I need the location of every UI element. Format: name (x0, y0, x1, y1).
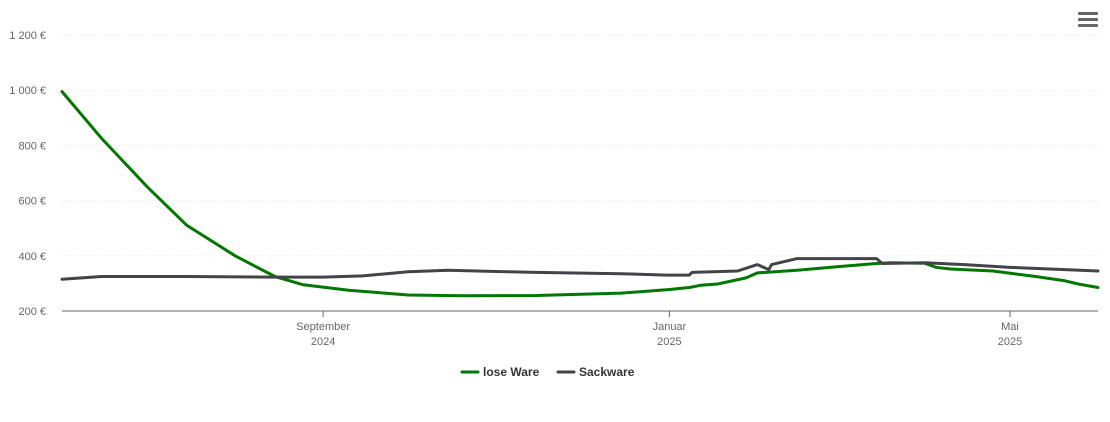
legend[interactable]: lose Ware Sackware (460, 365, 635, 379)
hamburger-menu-icon[interactable] (1078, 12, 1098, 30)
x-tick-year: 2025 (998, 336, 1022, 348)
x-tick-year: 2025 (657, 336, 681, 348)
x-tick-label: Januar (653, 321, 687, 333)
legend-item-label[interactable]: Sackware (579, 365, 635, 379)
x-axis: September 2024 Januar 2025 Mai 2025 (62, 310, 1098, 348)
grid-layer (62, 34, 1098, 257)
y-tick-label: 400 € (18, 251, 46, 263)
x-tick-label: Mai (1001, 321, 1019, 333)
y-tick-label: 1 200 € (9, 30, 46, 42)
series-layer (60, 90, 1100, 298)
y-tick-label: 1 000 € (9, 85, 46, 97)
y-tick-label: 200 € (18, 306, 46, 318)
series-line-sackware[interactable] (60, 257, 1100, 281)
series-line-lose-ware[interactable] (60, 90, 1100, 298)
y-axis: 200 € 400 € 600 € 800 € 1 000 € 1 200 € (9, 30, 46, 318)
x-tick-label: September (296, 321, 350, 333)
legend-item-label[interactable]: lose Ware (483, 365, 540, 379)
y-tick-label: 600 € (18, 196, 46, 208)
x-tick-year: 2024 (311, 336, 335, 348)
y-tick-label: 800 € (18, 140, 46, 152)
